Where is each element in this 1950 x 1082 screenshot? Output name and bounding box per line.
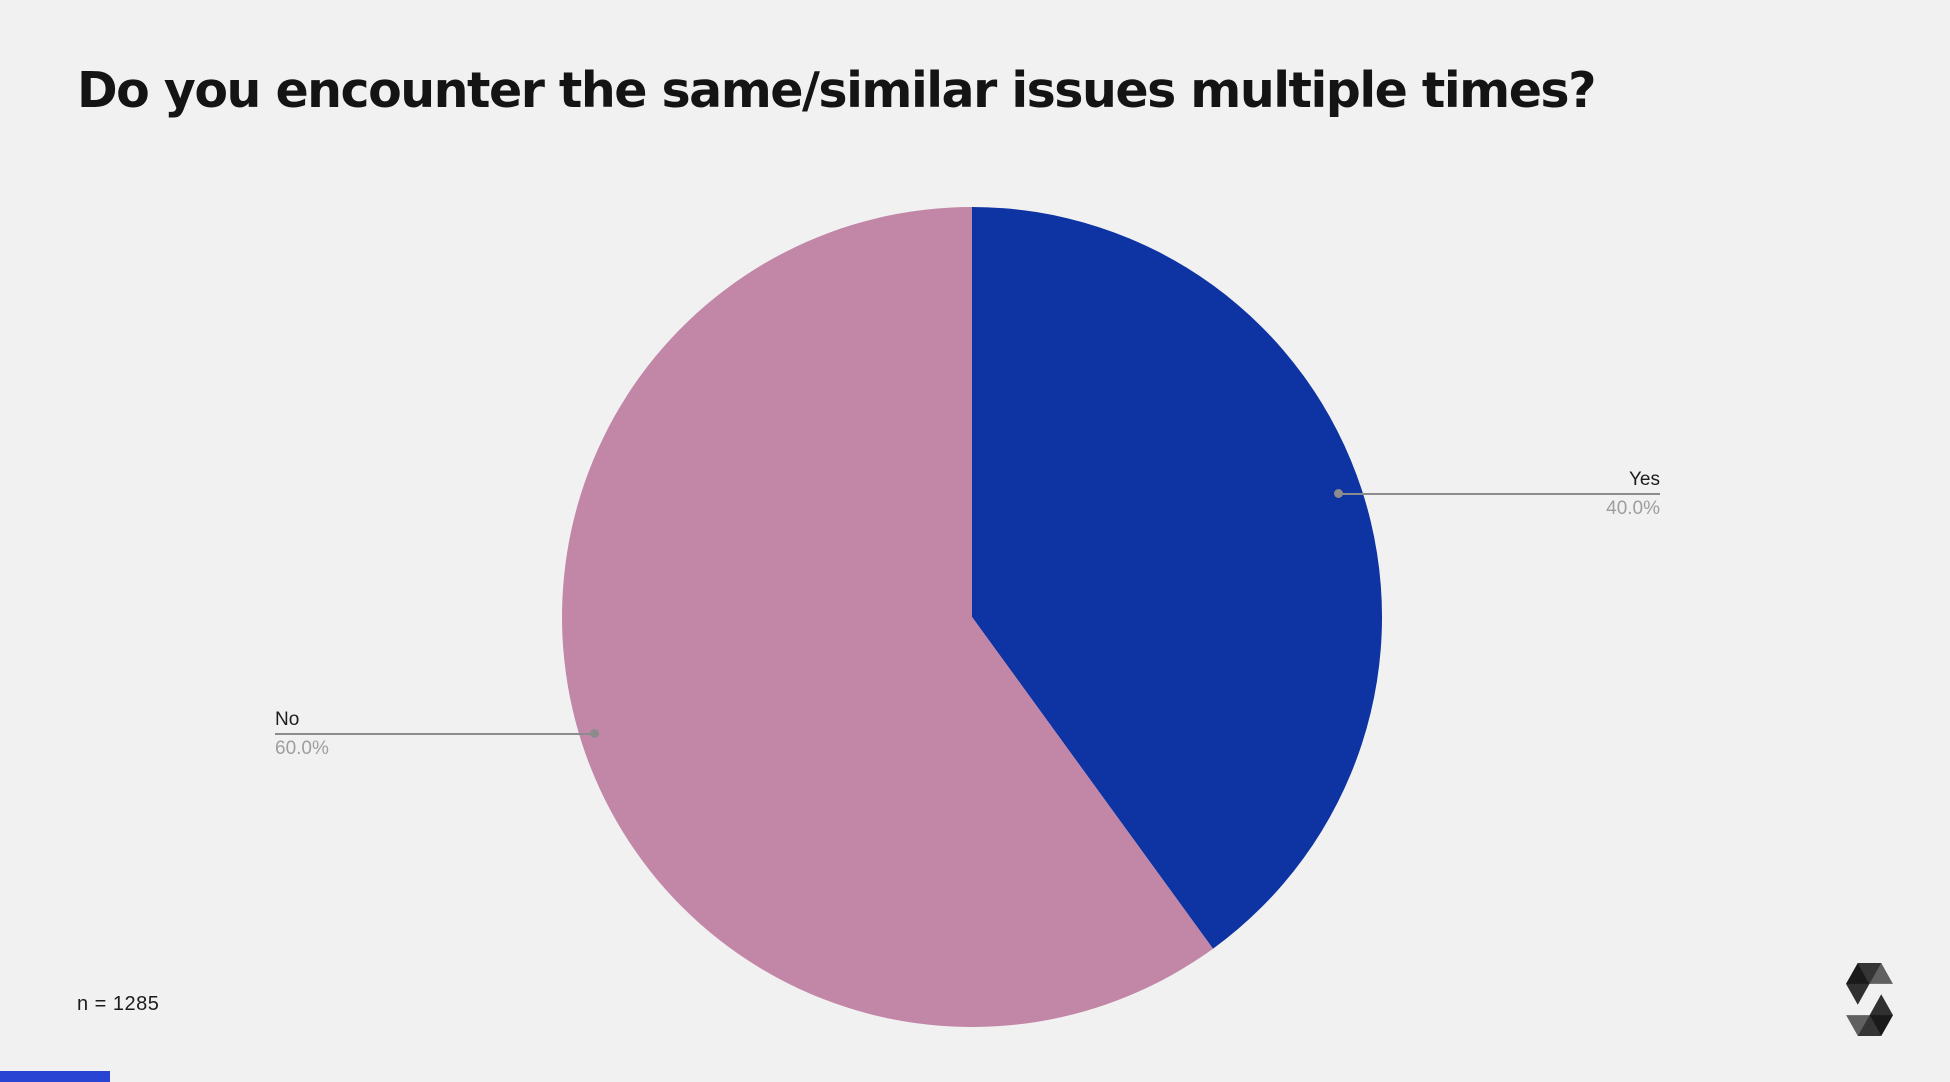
slice-label-no: No (275, 709, 300, 730)
slice-label-yes: Yes (1629, 469, 1660, 490)
leader-line-no (275, 733, 595, 735)
slice-value-no: 60.0% (275, 738, 329, 759)
slice-value-yes: 40.0% (1606, 498, 1660, 519)
slide-progress-bar (0, 1071, 110, 1082)
solidity-logo (1846, 963, 1893, 1036)
pie-slice-yes (972, 207, 1383, 949)
leader-line-yes (1341, 493, 1660, 495)
leader-dot-no (590, 729, 599, 738)
leader-dot-yes (1334, 489, 1343, 498)
sample-size-label: n = 1285 (77, 993, 160, 1015)
chart-title: Do you encounter the same/similar issues… (77, 62, 1597, 119)
pie-slice-no (562, 207, 1213, 1027)
